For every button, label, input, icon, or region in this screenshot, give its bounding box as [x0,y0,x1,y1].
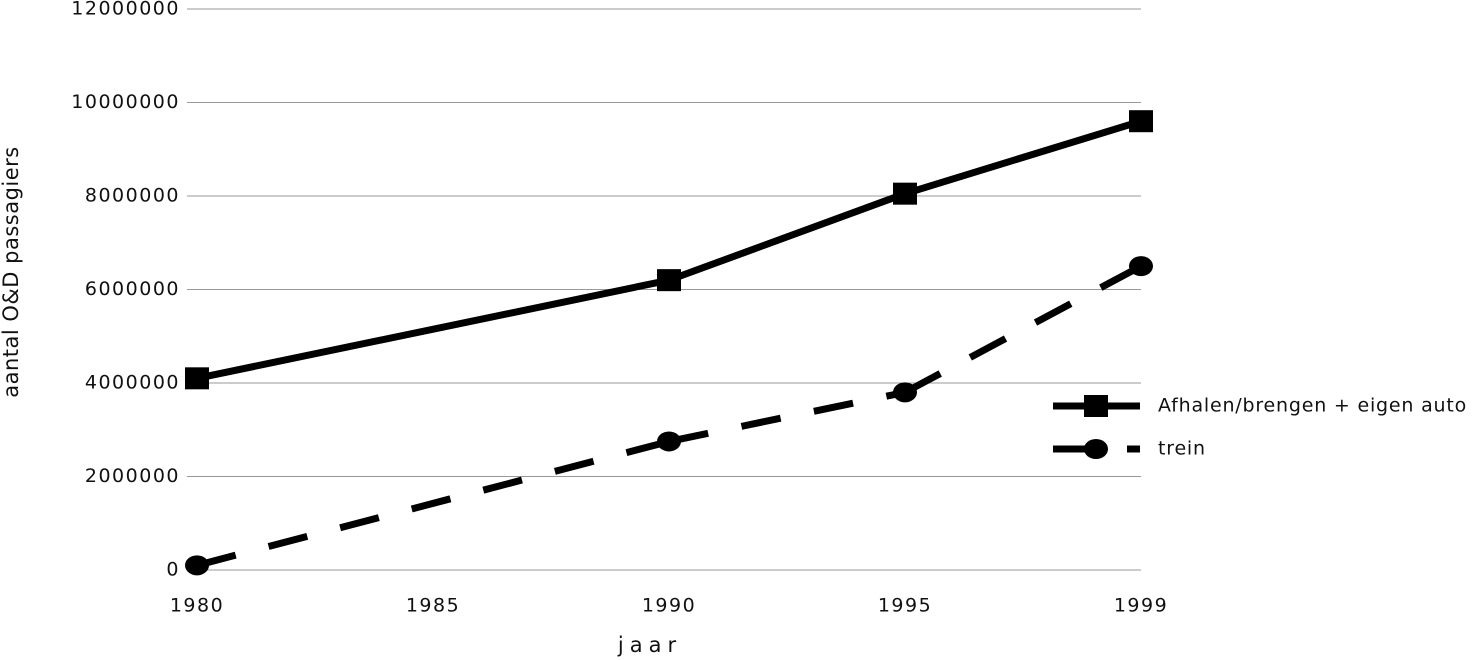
data-point [657,269,681,292]
x-tick-label: 1999 [1114,595,1168,617]
series-line [667,190,907,284]
legend-marker [1084,439,1108,459]
x-tick-label: 1980 [170,595,224,617]
y-tick-label: 12000000 [71,0,180,20]
data-point [893,382,917,403]
y-tick-label: 8000000 [85,185,180,207]
y-tick-label: 4000000 [85,372,180,394]
series-line [903,263,1143,396]
x-tick-label: 1985 [406,595,460,617]
data-point [657,431,681,452]
data-point [893,182,917,205]
x-axis-label: jaar [617,633,682,657]
series-line [196,276,670,382]
y-tick-label: 6000000 [85,278,180,300]
y-tick-label: 2000000 [85,465,180,487]
legend-label: Afhalen/brengen + eigen auto [1158,395,1467,417]
legend-marker [1084,395,1108,417]
data-point [1129,256,1153,277]
data-point [185,555,209,576]
data-point [1129,110,1153,133]
y-tick-label: 0 [166,559,180,581]
series-line [196,438,670,569]
x-tick-label: 1995 [878,595,932,617]
series-line [903,117,1143,198]
y-axis-label: aantal O&D passagiers [0,146,23,398]
legend-label: trein [1158,438,1206,460]
y-tick-label: 10000000 [71,91,180,113]
series-line [668,388,906,445]
x-tick-label: 1990 [642,595,696,617]
data-point [185,367,209,390]
